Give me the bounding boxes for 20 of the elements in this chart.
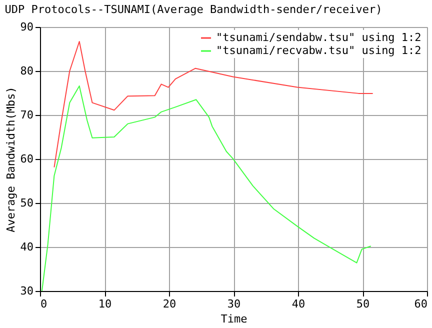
- x-tick-label: 0: [40, 298, 48, 310]
- line-series: [41, 85, 372, 292]
- legend-label: "tsunami/sendabw.tsu" using 1:2: [216, 31, 422, 44]
- y-tick-label: 60: [20, 152, 34, 166]
- y-tick-label: 40: [20, 240, 34, 254]
- x-tick-label: 50: [356, 298, 370, 310]
- x-tick-label: 20: [162, 298, 176, 310]
- x-tick-label: 60: [414, 298, 428, 310]
- x-tick-label: 40: [292, 298, 306, 310]
- legend-label: "tsunami/recvabw.tsu" using 1:2: [216, 44, 422, 57]
- x-tick-label: 30: [227, 298, 241, 310]
- y-tick-label: 80: [20, 64, 34, 78]
- y-axis-title: Average Bandwidth(Mbs): [4, 86, 18, 232]
- x-axis-title: Time: [220, 312, 248, 326]
- y-tick-label: 50: [20, 196, 34, 210]
- y-tick-label: 90: [20, 20, 34, 34]
- y-tick-label: 30: [20, 284, 34, 298]
- chart-title: UDP Protocols--TSUNAMI(Average Bandwidth-sender/receiver): [4, 3, 382, 16]
- y-tick-label: 70: [20, 108, 34, 122]
- x-tick-label: 10: [98, 298, 112, 310]
